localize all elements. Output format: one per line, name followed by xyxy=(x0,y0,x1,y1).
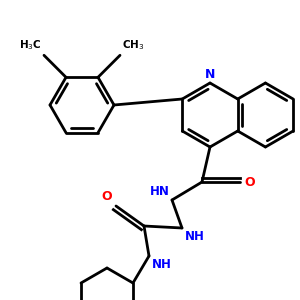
Text: H$_3$C: H$_3$C xyxy=(20,38,42,52)
Text: O: O xyxy=(244,176,255,188)
Text: N: N xyxy=(205,68,215,81)
Text: HN: HN xyxy=(150,185,170,198)
Text: NH: NH xyxy=(185,230,205,243)
Text: CH$_3$: CH$_3$ xyxy=(122,38,145,52)
Text: O: O xyxy=(101,190,112,203)
Text: NH: NH xyxy=(152,258,172,271)
